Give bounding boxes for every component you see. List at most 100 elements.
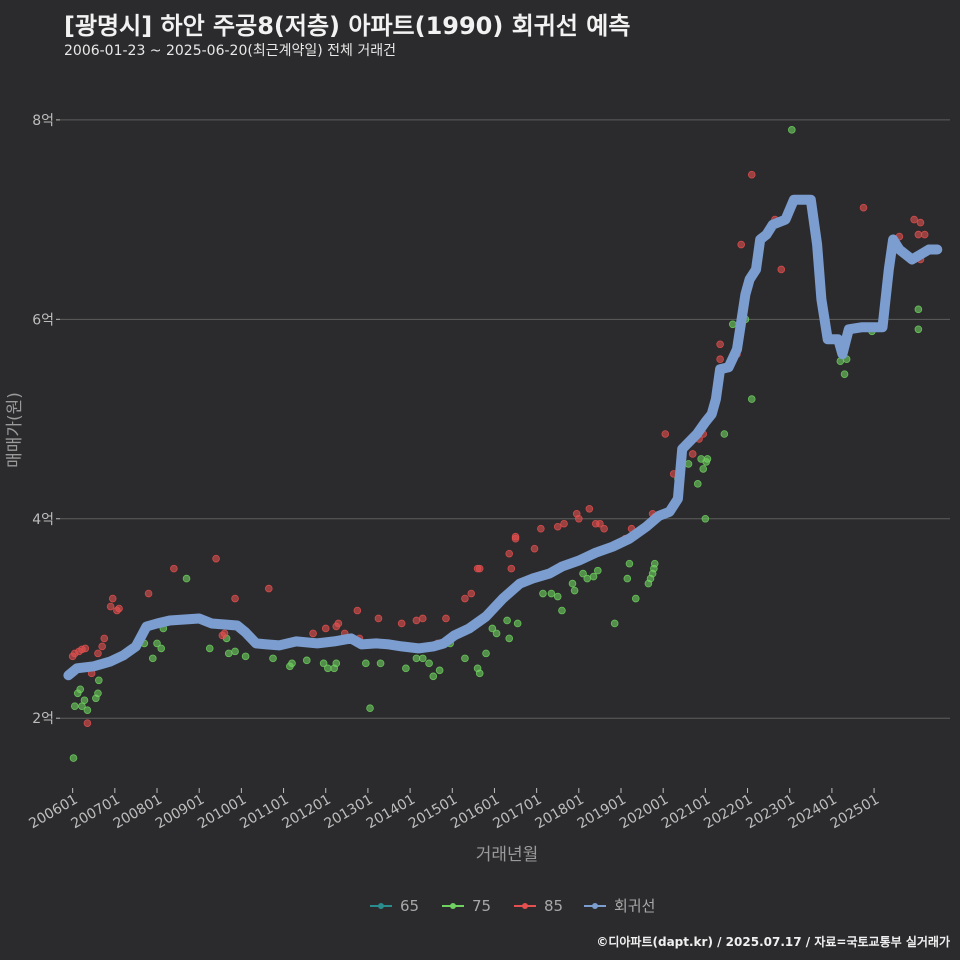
point-s75 bbox=[231, 647, 239, 656]
point-s75 bbox=[80, 696, 89, 705]
point-s75 bbox=[224, 649, 233, 658]
point-s75 bbox=[302, 656, 311, 665]
point-s75 bbox=[429, 672, 438, 681]
point-s85 bbox=[98, 642, 106, 651]
point-s85 bbox=[220, 629, 229, 638]
point-s75 bbox=[482, 649, 490, 658]
point-s85 bbox=[397, 619, 406, 628]
point-s75 bbox=[94, 689, 102, 698]
point-s75 bbox=[539, 589, 547, 598]
point-s85 bbox=[553, 522, 562, 531]
point-s85 bbox=[916, 218, 925, 227]
point-s75 bbox=[157, 644, 166, 653]
point-s85 bbox=[144, 589, 153, 598]
point-s75 bbox=[492, 629, 501, 638]
point-s85 bbox=[108, 594, 117, 603]
point-s75 bbox=[362, 659, 370, 668]
legend-item-s85[interactable]: 85 bbox=[514, 897, 563, 915]
point-s75 bbox=[513, 619, 522, 628]
point-s75 bbox=[435, 666, 444, 675]
point-s75 bbox=[703, 455, 712, 463]
point-s85 bbox=[910, 215, 918, 224]
point-s85 bbox=[475, 564, 484, 573]
point-s75 bbox=[693, 480, 702, 488]
point-s75 bbox=[76, 685, 85, 694]
point-s75 bbox=[699, 465, 708, 473]
point-s75 bbox=[914, 305, 923, 314]
point-s75 bbox=[461, 654, 469, 663]
point-s75 bbox=[579, 569, 587, 578]
y-tick-label: 2억 bbox=[32, 711, 54, 727]
legend[interactable]: 65 75 85 회귀선 bbox=[370, 897, 655, 915]
point-s85 bbox=[461, 594, 469, 603]
point-s85 bbox=[231, 594, 239, 603]
point-s85 bbox=[585, 504, 594, 513]
legend-item-s65[interactable]: 65 bbox=[370, 897, 419, 915]
point-s85 bbox=[442, 614, 450, 623]
legend-swatch-dot bbox=[378, 903, 384, 909]
point-s85 bbox=[81, 644, 90, 653]
point-s75 bbox=[412, 654, 421, 663]
source-caption: ©디아파트(dapt.kr) / 2025.07.17 / 자료=국토교통부 실… bbox=[596, 935, 950, 949]
point-s85 bbox=[537, 524, 545, 533]
point-s85 bbox=[505, 549, 514, 558]
point-s85 bbox=[353, 606, 362, 615]
point-s75 bbox=[568, 579, 577, 588]
chart-subtitle: 2006-01-23 ~ 2025-06-20(최근계약일) 전체 거래건 bbox=[64, 43, 396, 59]
point-s75 bbox=[720, 430, 729, 438]
point-s75 bbox=[547, 589, 556, 598]
y-tick-label: 6억 bbox=[32, 312, 54, 328]
legend-item-regression[interactable]: 회귀선 bbox=[584, 897, 655, 915]
point-s85 bbox=[106, 602, 115, 611]
legend-label: 회귀선 bbox=[614, 897, 655, 915]
point-s75 bbox=[593, 566, 602, 575]
point-s75 bbox=[332, 659, 341, 668]
point-s75 bbox=[505, 634, 514, 643]
point-s75 bbox=[475, 669, 484, 678]
point-s85 bbox=[100, 634, 109, 643]
point-s85 bbox=[507, 564, 516, 573]
grid-layer bbox=[56, 119, 950, 793]
point-s75 bbox=[503, 616, 511, 625]
y-tick-label: 4억 bbox=[32, 512, 54, 528]
y-tick-label: 8억 bbox=[32, 113, 54, 129]
point-s85 bbox=[212, 554, 220, 563]
point-s85 bbox=[747, 170, 756, 179]
legend-swatch-dot bbox=[450, 903, 456, 909]
regression-line bbox=[63, 194, 943, 681]
legend-label: 75 bbox=[472, 897, 491, 915]
legend-swatch-dot bbox=[592, 903, 598, 909]
point-s75 bbox=[553, 592, 562, 601]
point-s75 bbox=[83, 706, 92, 715]
point-s85 bbox=[94, 649, 102, 658]
point-s85 bbox=[859, 203, 868, 212]
legend-item-s75[interactable]: 75 bbox=[442, 897, 491, 915]
point-s75 bbox=[153, 639, 161, 648]
point-s75 bbox=[914, 325, 923, 334]
point-s85 bbox=[170, 564, 178, 573]
point-s85 bbox=[115, 604, 123, 613]
point-s75 bbox=[589, 572, 598, 581]
point-s85 bbox=[716, 355, 724, 364]
point-s75 bbox=[488, 624, 497, 633]
point-s85 bbox=[530, 544, 539, 553]
scatter-points bbox=[68, 126, 929, 762]
point-s75 bbox=[583, 574, 592, 583]
point-s85 bbox=[412, 616, 421, 625]
point-s85 bbox=[596, 519, 604, 528]
point-s75 bbox=[631, 594, 640, 603]
point-s85 bbox=[661, 430, 670, 438]
regression-layer bbox=[63, 194, 943, 681]
point-s85 bbox=[716, 340, 724, 349]
point-s75 bbox=[610, 619, 619, 628]
point-s85 bbox=[777, 265, 786, 274]
point-s85 bbox=[418, 614, 427, 623]
axis-labels: 2억4억6억8억20060120070120080120090120100120… bbox=[5, 113, 882, 865]
point-s85 bbox=[600, 524, 608, 533]
x-axis-title: 거래년월 bbox=[476, 845, 539, 865]
point-s85 bbox=[914, 230, 923, 239]
point-s85 bbox=[332, 622, 341, 631]
point-s75 bbox=[788, 126, 796, 134]
point-s85 bbox=[374, 614, 383, 623]
